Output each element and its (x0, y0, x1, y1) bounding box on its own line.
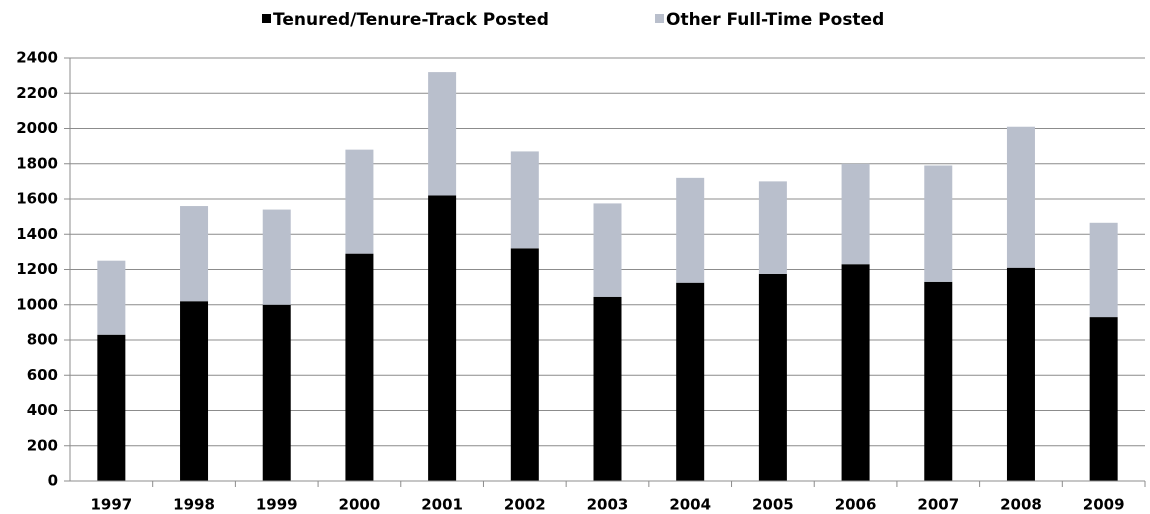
x-tick-label: 2002 (504, 496, 546, 514)
x-tick-label: 2004 (669, 496, 711, 514)
y-tick-label: 0 (48, 472, 58, 490)
y-tick-label: 1000 (16, 295, 58, 313)
bar-segment (180, 301, 209, 481)
bar-segment (1089, 222, 1118, 318)
bar-segment (1089, 317, 1118, 481)
bar-segment (593, 296, 622, 481)
legend-label: Other Full-Time Posted (666, 10, 884, 30)
legend-swatch (655, 14, 664, 23)
y-tick-label: 1600 (16, 190, 58, 208)
x-tick-label: 1997 (90, 496, 132, 514)
bar-segment (758, 273, 787, 481)
bar-segment (262, 304, 291, 481)
y-tick-label: 2000 (16, 119, 58, 137)
y-tick-label: 800 (27, 331, 58, 349)
legend-label: Tenured/Tenure-Track Posted (273, 10, 549, 30)
bar-segment (428, 72, 457, 196)
bar-segment (345, 253, 374, 481)
y-tick-label: 1200 (16, 260, 58, 278)
x-tick-label: 2006 (835, 496, 877, 514)
x-tick-label: 2000 (339, 496, 381, 514)
y-tick-label: 2400 (16, 49, 58, 67)
x-tick-label: 1998 (173, 496, 215, 514)
bar-segment (758, 181, 787, 274)
bar-segment (262, 209, 291, 305)
y-tick-label: 1800 (16, 154, 58, 172)
y-tick-label: 400 (27, 401, 58, 419)
bar-segment (510, 248, 539, 481)
x-tick-label: 2009 (1083, 496, 1125, 514)
bar-segment (841, 264, 870, 481)
x-tick-label: 2001 (421, 496, 463, 514)
x-tick-label: 2003 (587, 496, 629, 514)
bar-segment (428, 195, 457, 481)
bar-segment (676, 177, 705, 283)
bar-segment (1006, 126, 1035, 268)
bar-segment (510, 151, 539, 249)
y-tick-label: 200 (27, 436, 58, 454)
bar-segment (180, 206, 209, 302)
y-tick-label: 2200 (16, 84, 58, 102)
x-tick-label: 2008 (1000, 496, 1042, 514)
x-tick-label: 2005 (752, 496, 794, 514)
bar-segment (97, 334, 126, 481)
legend-swatch (262, 14, 271, 23)
bar-segment (841, 163, 870, 265)
x-tick-label: 1999 (256, 496, 298, 514)
bar-segment (924, 281, 953, 481)
bar-segment (593, 203, 622, 297)
bar-segment (924, 165, 953, 282)
bar-segment (676, 282, 705, 481)
bar-segment (345, 149, 374, 254)
bar-segment (97, 260, 126, 335)
bar-segment (1006, 267, 1035, 481)
x-tick-label: 2007 (917, 496, 959, 514)
y-tick-label: 600 (27, 366, 58, 384)
y-tick-label: 1400 (16, 225, 58, 243)
